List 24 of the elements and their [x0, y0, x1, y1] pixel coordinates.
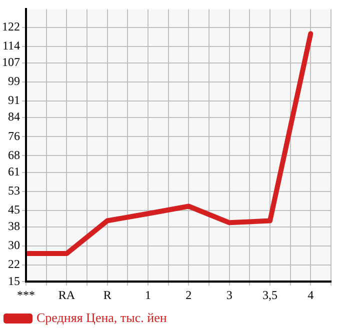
y-tick-label: 45 — [8, 202, 20, 216]
x-tick-label: R — [103, 288, 112, 302]
y-tick-label: 107 — [2, 55, 20, 70]
y-tick-label: 122 — [2, 19, 20, 34]
y-tick-label: 84 — [8, 110, 20, 124]
legend-label: Средняя Цена, тыс. йен — [36, 310, 167, 325]
y-tick-label: 91 — [8, 93, 20, 108]
y-tick-label: 114 — [2, 38, 20, 52]
y-tick-label: 15 — [8, 274, 20, 288]
x-tick-label: *** — [17, 288, 35, 302]
y-tick-label: 76 — [8, 128, 20, 143]
x-tick-label: 3 — [226, 288, 232, 302]
y-tick-label: 22 — [8, 257, 20, 272]
y-tick-label: 99 — [8, 74, 20, 88]
x-tick-label: 1 — [145, 288, 151, 302]
x-tick-label: 2 — [186, 288, 192, 302]
y-tick-label: 38 — [8, 219, 20, 234]
x-tick-label: 4 — [308, 288, 314, 302]
y-tick-label: 53 — [8, 183, 20, 198]
x-tick-label: 3,5 — [262, 288, 278, 302]
y-tick-label: 30 — [8, 238, 20, 252]
y-tick-label: 61 — [8, 164, 20, 178]
x-tick-label: RA — [58, 288, 76, 302]
y-tick-label: 68 — [8, 148, 20, 162]
